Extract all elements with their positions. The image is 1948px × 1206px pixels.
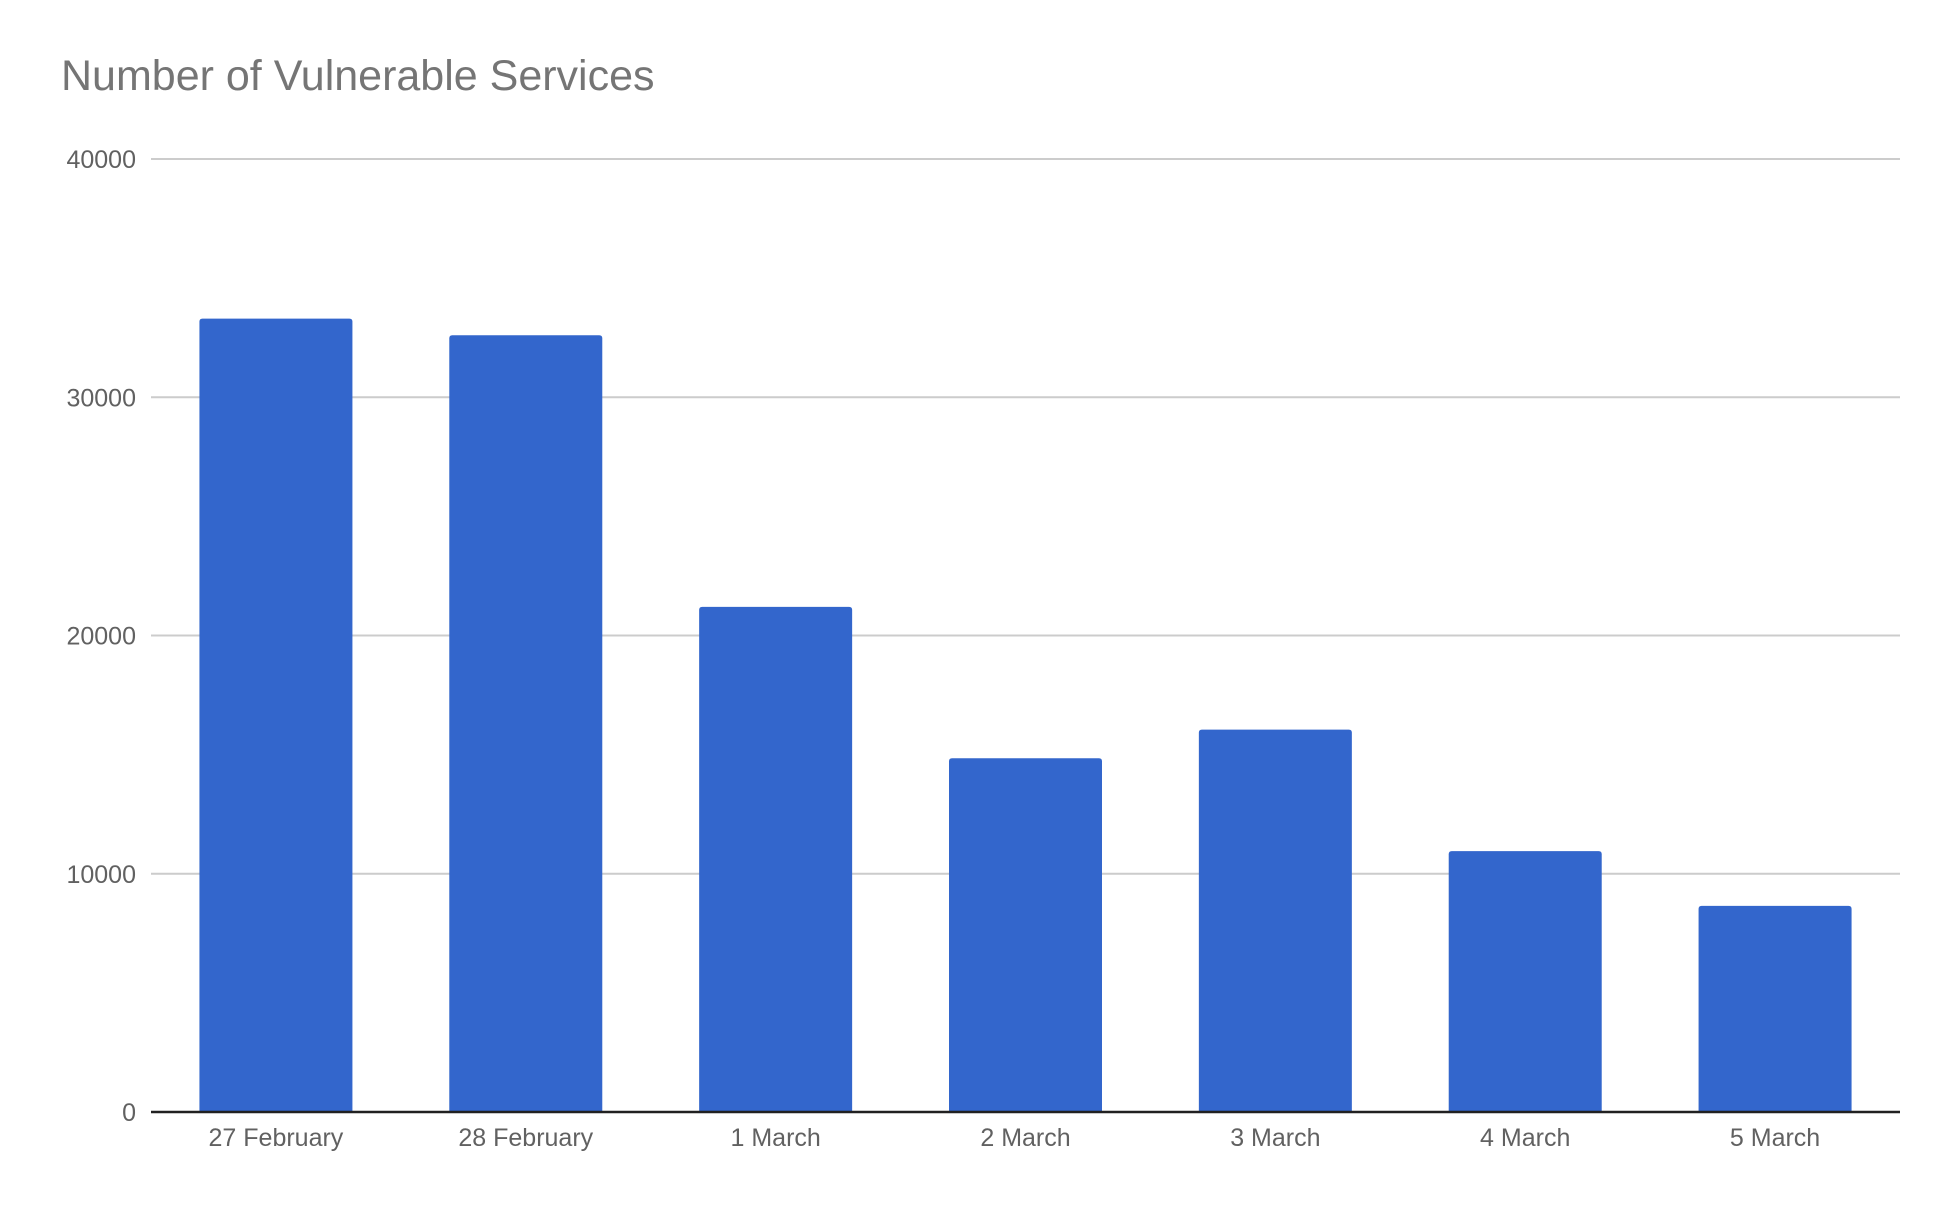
bar <box>699 606 853 1112</box>
x-tick-label: 2 March <box>980 1124 1070 1152</box>
bars <box>199 318 1852 1112</box>
y-tick-label: 10000 <box>66 861 136 889</box>
x-tick-label: 1 March <box>730 1124 820 1152</box>
gridlines <box>151 158 1900 875</box>
y-tick-label: 20000 <box>66 623 136 651</box>
bar <box>449 335 603 1112</box>
bar <box>949 758 1102 1112</box>
x-tick-label: 3 March <box>1230 1124 1320 1152</box>
axes: 0 10000 20000 30000 40000 27 February 28 Febru… <box>66 146 1900 1152</box>
bar <box>1448 851 1602 1112</box>
x-tick-label: 5 March <box>1730 1124 1820 1152</box>
chart-title: Number of Vulnerable Services <box>61 52 655 100</box>
bar <box>1198 729 1352 1112</box>
y-tick-label: 40000 <box>66 146 136 174</box>
x-tick-label: 4 March <box>1480 1124 1570 1152</box>
bar <box>199 318 353 1112</box>
x-tick-label: 28 February <box>458 1124 593 1152</box>
y-tick-label: 0 <box>122 1099 136 1127</box>
bar <box>1698 905 1852 1112</box>
x-tick-label: 27 February <box>209 1124 344 1152</box>
y-tick-label: 30000 <box>66 384 136 412</box>
